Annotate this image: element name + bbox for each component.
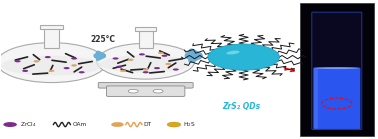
FancyBboxPatch shape: [300, 3, 373, 136]
FancyBboxPatch shape: [314, 68, 318, 129]
Circle shape: [71, 57, 77, 60]
Circle shape: [15, 60, 21, 62]
Text: 225°C: 225°C: [90, 35, 115, 44]
Circle shape: [112, 122, 124, 127]
Circle shape: [173, 68, 179, 71]
Text: OAm: OAm: [72, 122, 87, 127]
Circle shape: [64, 67, 70, 69]
Text: DT: DT: [144, 122, 152, 127]
FancyBboxPatch shape: [312, 12, 362, 130]
Circle shape: [139, 53, 145, 55]
FancyBboxPatch shape: [138, 30, 153, 48]
Circle shape: [34, 60, 39, 62]
Circle shape: [208, 44, 279, 70]
Text: ZrCl$_4$: ZrCl$_4$: [20, 120, 36, 129]
Circle shape: [121, 70, 126, 72]
FancyBboxPatch shape: [313, 68, 360, 129]
FancyBboxPatch shape: [40, 25, 63, 29]
Circle shape: [79, 71, 85, 73]
Ellipse shape: [101, 55, 191, 73]
FancyBboxPatch shape: [107, 86, 185, 96]
Circle shape: [45, 56, 51, 58]
Text: H$_2$S: H$_2$S: [183, 120, 196, 129]
FancyBboxPatch shape: [43, 47, 60, 51]
FancyBboxPatch shape: [135, 27, 156, 31]
Circle shape: [0, 43, 106, 83]
Circle shape: [128, 59, 133, 61]
Circle shape: [213, 46, 274, 68]
Circle shape: [128, 89, 138, 93]
Ellipse shape: [314, 67, 359, 69]
Circle shape: [153, 89, 163, 93]
Circle shape: [154, 67, 160, 69]
Circle shape: [22, 70, 28, 72]
FancyBboxPatch shape: [313, 68, 360, 129]
Circle shape: [158, 52, 163, 54]
FancyBboxPatch shape: [98, 82, 193, 88]
Ellipse shape: [226, 51, 240, 54]
Circle shape: [116, 66, 122, 68]
Circle shape: [113, 57, 119, 60]
Text: ZrS₂ QDs: ZrS₂ QDs: [223, 102, 261, 111]
Circle shape: [49, 70, 54, 72]
Circle shape: [3, 122, 17, 127]
Circle shape: [167, 122, 181, 127]
Circle shape: [161, 55, 167, 57]
FancyBboxPatch shape: [138, 47, 153, 50]
Ellipse shape: [1, 56, 102, 76]
Circle shape: [166, 63, 171, 65]
FancyBboxPatch shape: [43, 28, 59, 48]
Circle shape: [97, 43, 195, 79]
Circle shape: [143, 69, 148, 70]
Circle shape: [143, 71, 149, 73]
Circle shape: [71, 64, 77, 66]
